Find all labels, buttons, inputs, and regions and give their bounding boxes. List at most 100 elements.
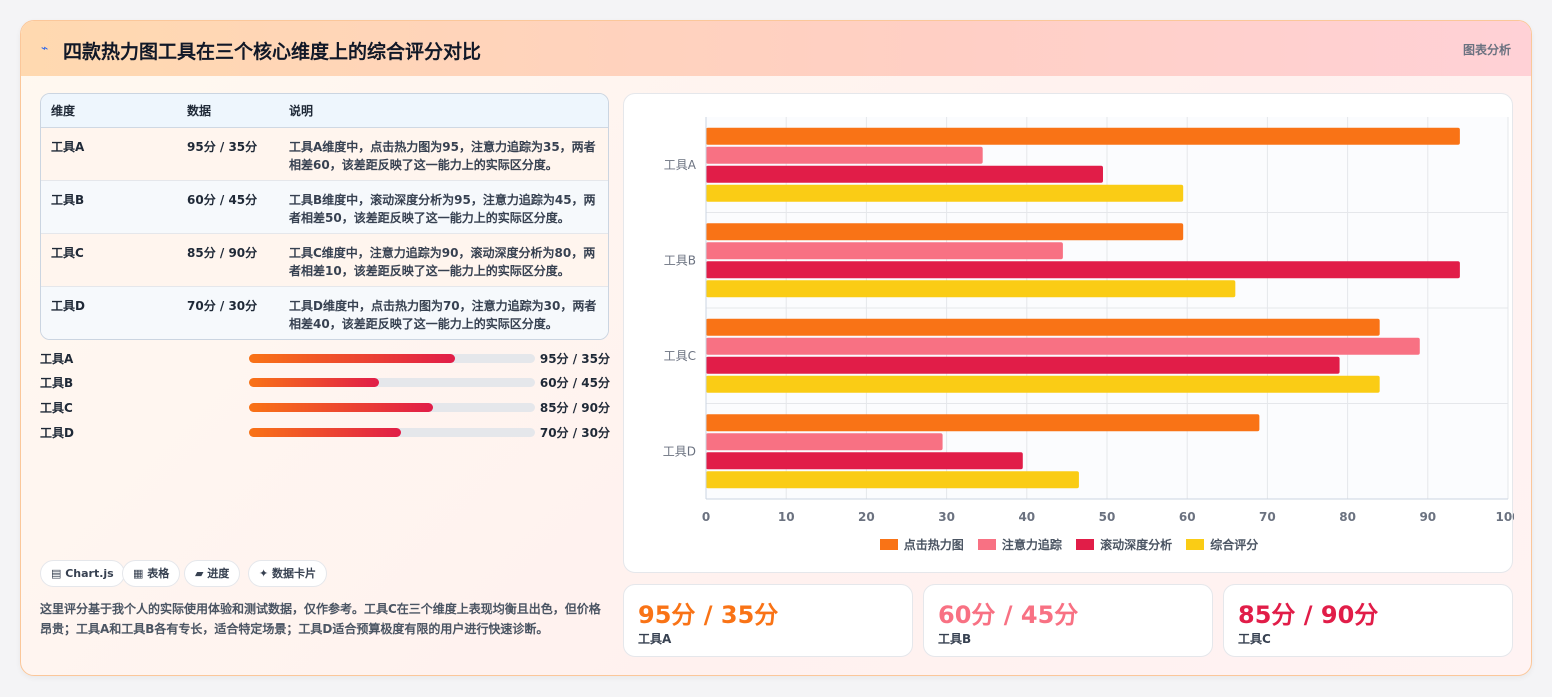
- main-card: ⌁ 四款热力图工具在三个核心维度上的综合评分对比 图表分析 维度 数据 说明 工…: [20, 20, 1532, 676]
- table-row: 工具C 85分 / 90分 工具C维度中，注意力追踪为90，滚动深度分析为80，…: [41, 233, 608, 286]
- y-tick-label: 工具B: [664, 253, 696, 267]
- table-cell: 60分 / 45分: [187, 192, 258, 207]
- x-tick-label: 60: [1179, 510, 1196, 524]
- x-tick-label: 40: [1018, 510, 1035, 524]
- y-tick-label: 工具D: [663, 444, 696, 458]
- progress-value: 85分 / 90分: [539, 401, 610, 415]
- bar: [706, 127, 1460, 145]
- column-header: 数据: [177, 94, 279, 128]
- x-tick-label: 0: [702, 510, 710, 524]
- x-tick-label: 20: [858, 510, 875, 524]
- table-row: 工具D 70分 / 30分 工具D维度中，点击热力图为70，注意力追踪为30，两…: [41, 286, 608, 339]
- chip-chartjs[interactable]: ▤ Chart.js: [40, 560, 125, 587]
- progress-value: 60分 / 45分: [539, 376, 610, 390]
- chart-analysis-tag[interactable]: 图表分析: [1462, 43, 1511, 57]
- legend-item[interactable]: 注意力追踪: [977, 536, 1062, 553]
- progress-track: [249, 428, 535, 437]
- x-tick-label: 100: [1495, 510, 1514, 524]
- progress-label: 工具D: [40, 426, 74, 440]
- legend-swatch: [977, 539, 996, 550]
- progress-track: [249, 403, 535, 412]
- table-cell: 85分 / 90分: [187, 245, 258, 260]
- stat-card: 95分 / 35分 工具A: [623, 584, 913, 657]
- bar: [706, 337, 1420, 355]
- chart-panel: 0 10 20 30 40 50 60 70 80 90 100 工具A 工具B 工具C 工具D 点击热力图…: [623, 93, 1514, 573]
- legend-swatch: [1186, 539, 1205, 550]
- bar: [706, 280, 1236, 298]
- stat-value: 95分 / 35分: [638, 601, 779, 629]
- card-header: ⌁ 四款热力图工具在三个核心维度上的综合评分对比 图表分析: [21, 21, 1531, 76]
- legend-swatch: [879, 539, 898, 550]
- legend-label: 注意力追踪: [1001, 538, 1062, 552]
- progress-label: 工具B: [40, 376, 74, 390]
- legend-label: 滚动深度分析: [1100, 538, 1173, 552]
- table-cell: 工具D维度中，点击热力图为70，注意力追踪为30，两者相差40，该差距反映了这一…: [289, 298, 597, 331]
- x-tick-label: 80: [1339, 510, 1356, 524]
- legend-swatch: [1076, 539, 1095, 550]
- chip-table[interactable]: ▦ 表格: [122, 560, 181, 587]
- y-tick-label: 工具C: [664, 349, 696, 363]
- legend-item[interactable]: 滚动深度分析: [1076, 536, 1172, 553]
- bar: [706, 356, 1340, 374]
- stat-card: 85分 / 90分 工具C: [1223, 584, 1513, 657]
- progress-track: [249, 378, 535, 387]
- stat-label: 工具B: [938, 632, 972, 646]
- x-tick-label: 90: [1419, 510, 1436, 524]
- chip-data-cards[interactable]: ✦ 数据卡片: [248, 560, 328, 587]
- bar: [706, 184, 1184, 202]
- bar: [706, 318, 1380, 336]
- stat-label: 工具C: [1238, 632, 1271, 646]
- chart-logo-icon: ⌁: [41, 41, 49, 55]
- legend-item[interactable]: 综合评分: [1186, 536, 1258, 553]
- progress-label: 工具C: [40, 401, 73, 415]
- table-cell: 70分 / 30分: [187, 298, 258, 313]
- progress-label: 工具A: [40, 352, 74, 366]
- bar: [706, 414, 1260, 432]
- bar: [706, 223, 1184, 241]
- y-tick-label: 工具A: [664, 158, 697, 172]
- table-row: 工具A 95分 / 35分 工具A维度中，点击热力图为95，注意力追踪为35，两…: [41, 127, 608, 180]
- column-header: 维度: [41, 94, 177, 128]
- x-tick-label: 10: [778, 510, 795, 524]
- progress-fill: [249, 403, 434, 412]
- stat-value: 85分 / 90分: [1238, 601, 1379, 629]
- column-header: 说明: [279, 94, 608, 128]
- legend-label: 点击热力图: [903, 538, 964, 552]
- progress-fill: [249, 378, 380, 387]
- progress-value: 70分 / 30分: [539, 426, 610, 440]
- table-cell: 工具D: [51, 298, 85, 313]
- table-cell: 工具B维度中，滚动深度分析为95，注意力追踪为45，两者相差50，该差距反映了这…: [289, 192, 596, 225]
- legend-label: 综合评分: [1210, 538, 1259, 552]
- progress-row: 工具A 95分 / 35分: [40, 350, 610, 366]
- table-header-row: 维度 数据 说明: [41, 94, 608, 128]
- x-tick-label: 30: [938, 510, 955, 524]
- data-table: 维度 数据 说明 工具A 95分 / 35分 工具A维度中，点击热力图为95，注…: [40, 93, 609, 340]
- chip-progress[interactable]: ▰ 进度: [184, 560, 241, 587]
- footnote-text: 这里评分基于我个人的实际使用体验和测试数据，仅作参考。工具C在三个维度上表现均衡…: [40, 602, 601, 636]
- table-cell: 工具A维度中，点击热力图为95，注意力追踪为35，两者相差60，该差距反映了这一…: [289, 139, 596, 172]
- stat-card: 60分 / 45分 工具B: [923, 584, 1213, 657]
- progress-fill: [249, 354, 455, 363]
- table-cell: 工具C维度中，注意力追踪为90，滚动深度分析为80，两者相差10，该差距反映了这…: [289, 245, 596, 278]
- legend-item[interactable]: 点击热力图: [879, 536, 964, 553]
- x-tick-label: 70: [1259, 510, 1276, 524]
- bar: [706, 261, 1460, 279]
- bar: [706, 242, 1063, 260]
- progress-row: 工具C 85分 / 90分: [40, 399, 610, 415]
- bar: [706, 433, 943, 451]
- bar: [706, 452, 1023, 470]
- table-cell: 工具B: [51, 192, 85, 207]
- progress-track: [249, 354, 535, 363]
- progress-row: 工具B 60分 / 45分: [40, 374, 610, 390]
- bar: [706, 165, 1103, 183]
- table-row: 工具B 60分 / 45分 工具B维度中，滚动深度分析为95，注意力追踪为45，…: [41, 180, 608, 233]
- bar: [706, 471, 1079, 489]
- progress-row: 工具D 70分 / 30分: [40, 424, 610, 440]
- page-title: 四款热力图工具在三个核心维度上的综合评分对比: [63, 41, 482, 63]
- table-cell: 工具C: [51, 245, 84, 260]
- stat-value: 60分 / 45分: [938, 601, 1079, 629]
- table-cell: 工具A: [51, 139, 85, 154]
- x-tick-label: 50: [1099, 510, 1116, 524]
- bar: [706, 146, 983, 164]
- progress-value: 95分 / 35分: [539, 352, 610, 366]
